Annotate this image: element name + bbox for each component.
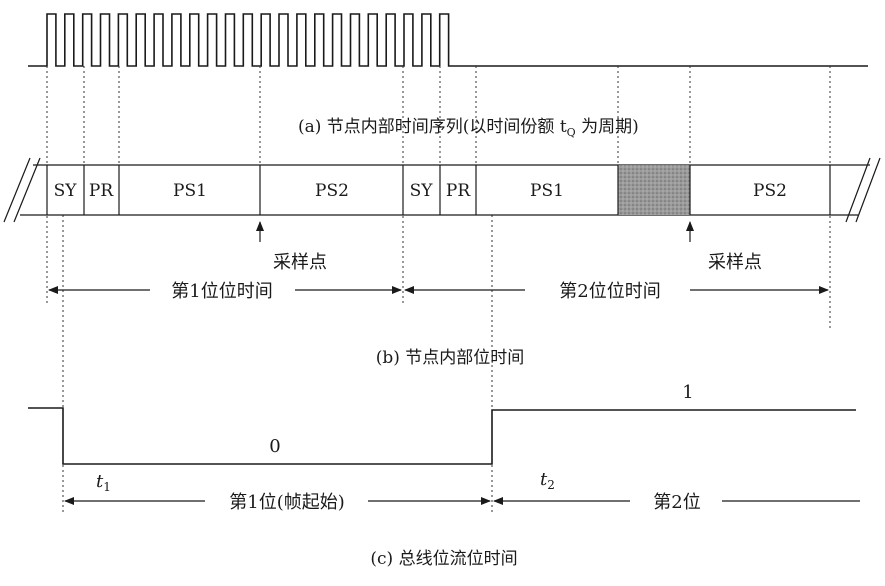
clock-waveform <box>28 13 868 67</box>
segment-ps1-2: PS1 <box>530 181 564 201</box>
bus-level-1: 1 <box>682 382 693 403</box>
shaded-segment <box>618 165 690 215</box>
segment-sy-1: SY <box>54 181 78 201</box>
segment-sy-2: SY <box>410 181 434 201</box>
bit1-dimension: 第1位(帧起始) <box>64 492 491 513</box>
segment-ps2-2: PS2 <box>753 181 787 201</box>
t1-label: t1 <box>96 471 111 494</box>
bus-bitstream-waveform <box>28 407 856 465</box>
segment-pr-2: PR <box>446 181 471 201</box>
sample-point-label-1: 采样点 <box>273 252 327 273</box>
segment-ps1-1: PS1 <box>173 181 207 201</box>
bit1-label: 第1位(帧起始) <box>229 492 345 513</box>
bus-level-0: 0 <box>269 436 280 457</box>
bit2-time-dimension: 第2位位时间 <box>404 281 829 302</box>
bit2-dimension: 第2位 <box>493 492 860 513</box>
bit1-time-dimension: 第1位位时间 <box>48 281 402 302</box>
caption-b: (b) 节点内部位时间 <box>376 348 525 368</box>
caption-a: (a) 节点内部时间序列(以时间份额 tQ 为周期) <box>298 117 639 139</box>
segment-bar: SY PR PS1 PS2 SY PR PS1 PS2 <box>3 157 881 223</box>
segment-ps2-1: PS2 <box>315 181 349 201</box>
caption-c: (c) 总线位流位时间 <box>370 549 517 569</box>
bit2-label: 第2位 <box>653 492 700 513</box>
bit2-time-label: 第2位位时间 <box>559 281 660 302</box>
segment-pr-1: PR <box>89 181 114 201</box>
sample-point-label-2: 采样点 <box>708 252 762 273</box>
t2-label: t2 <box>540 469 555 492</box>
bit1-time-label: 第1位位时间 <box>171 281 272 302</box>
